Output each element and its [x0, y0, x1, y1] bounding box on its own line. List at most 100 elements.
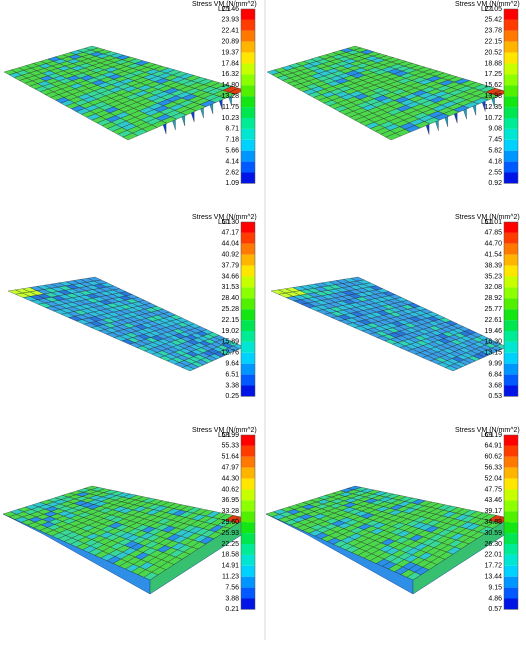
colorbar-band: [504, 489, 518, 501]
colorbar-label: 12.76: [221, 350, 239, 357]
colorbar-label: 13.28: [221, 93, 239, 100]
colorbar-band: [241, 287, 255, 299]
colorbar-label: 26.30: [484, 541, 502, 548]
colorbar-label: 34.66: [221, 273, 239, 280]
colorbar-band: [504, 96, 518, 108]
colorbar-band: [241, 139, 255, 151]
colorbar-label: 38.39: [484, 262, 502, 269]
colorbar-label: 6.84: [488, 371, 502, 378]
colorbar-label: 28.40: [221, 295, 239, 302]
colorbar-band: [241, 128, 255, 140]
colorbar-label: 16.30: [484, 339, 502, 346]
colorbar-band: [504, 9, 518, 20]
colorbar-band: [241, 243, 255, 255]
colorbar-label: 22.15: [484, 39, 502, 46]
colorbar-band: [504, 554, 518, 566]
colorbar-label: 20.89: [221, 39, 239, 46]
colorbar-band: [241, 320, 255, 331]
colorbar-label: 13.15: [484, 350, 502, 357]
colorbar-band: [241, 9, 255, 20]
colorbar-band: [504, 287, 518, 299]
colorbar-label: 4.86: [488, 595, 502, 602]
colorbar-band: [504, 243, 518, 255]
colorbar-band: [504, 478, 518, 490]
colorbar-label: 44.30: [221, 475, 239, 482]
colorbar-label: 4.18: [488, 158, 502, 165]
colorbar-band: [504, 232, 518, 244]
colorbar-label: 7.45: [488, 137, 502, 144]
colorbar-band: [241, 150, 255, 162]
colorbar-band: [241, 298, 255, 310]
colorbar-band: [504, 30, 518, 42]
colorbar-label: 6.51: [225, 371, 239, 378]
colorbar-band: [504, 500, 518, 512]
colorbar-band: [241, 500, 255, 512]
colorbar-label: 51.01: [484, 219, 502, 226]
colorbar-band: [504, 150, 518, 162]
colorbar-band: [504, 576, 518, 588]
colorbar-band: [504, 456, 518, 468]
colorbar-band: [504, 41, 518, 53]
colorbar-band: [504, 352, 518, 364]
load-case: LC1: [481, 432, 494, 439]
colorbar-label: 9.08: [488, 126, 502, 133]
colorbar-label: 40.62: [221, 486, 239, 493]
colorbar-band: [241, 254, 255, 266]
colorbar-band: [504, 511, 518, 523]
colorbar-band: [241, 587, 255, 599]
colorbar-label: 11.75: [222, 104, 239, 111]
colorbar-label: 3.68: [488, 382, 502, 389]
colorbar-band: [241, 374, 255, 386]
colorbar-title: Stress VM (N/mm^2): [455, 1, 520, 8]
colorbar-label: 33.28: [221, 508, 239, 515]
colorbar-label: 35.23: [484, 273, 502, 280]
colorbar-band: [504, 445, 518, 457]
colorbar-label: 37.79: [221, 262, 239, 269]
colorbar-band: [504, 363, 518, 375]
load-case: LC1: [218, 219, 231, 226]
colorbar-label: 8.71: [225, 126, 239, 133]
colorbar-band: [504, 19, 518, 31]
colorbar-label: 3.38: [225, 382, 239, 389]
colorbar-band: [241, 511, 255, 523]
colorbar-band: [504, 587, 518, 599]
colorbar-band: [241, 352, 255, 364]
colorbar-band: [504, 276, 518, 288]
colorbar-label: 0.53: [488, 393, 502, 400]
colorbar-label: 0.25: [225, 393, 239, 400]
colorbar-label: 13.98: [484, 93, 502, 100]
colorbar-band: [504, 320, 518, 331]
colorbar-label: 22.61: [484, 317, 502, 324]
colorbar-band: [504, 172, 518, 184]
colorbar-band: [241, 489, 255, 501]
load-case: LC1: [481, 219, 494, 226]
colorbar-band: [504, 107, 518, 118]
colorbar-label: 17.72: [484, 563, 502, 570]
colorbar-label: 32.08: [484, 284, 502, 291]
colorbar-band: [241, 52, 255, 64]
colorbar-band: [241, 74, 255, 86]
colorbar-band: [241, 41, 255, 53]
load-case: LC1: [218, 432, 231, 439]
colorbar-label: 3.88: [225, 595, 239, 602]
colorbar-band: [241, 554, 255, 566]
colorbar-label: 25.28: [221, 306, 239, 313]
colorbar-band: [241, 533, 255, 544]
colorbar-label: 20.52: [484, 49, 502, 56]
colorbar-label: 9.99: [488, 361, 502, 368]
colorbar-band: [241, 19, 255, 31]
colorbar-label: 22.25: [221, 541, 239, 548]
colorbar-label: 22.41: [221, 28, 239, 35]
colorbar-label: 19.46: [484, 328, 502, 335]
colorbar-label: 41.54: [484, 252, 502, 259]
colorbar-label: 9.15: [488, 584, 502, 591]
colorbar-band: [241, 341, 255, 353]
colorbar-band: [504, 52, 518, 64]
colorbar-band: [504, 222, 518, 233]
colorbar-band: [504, 128, 518, 140]
colorbar-label: 9.64: [225, 361, 239, 368]
colorbar-band: [504, 63, 518, 75]
